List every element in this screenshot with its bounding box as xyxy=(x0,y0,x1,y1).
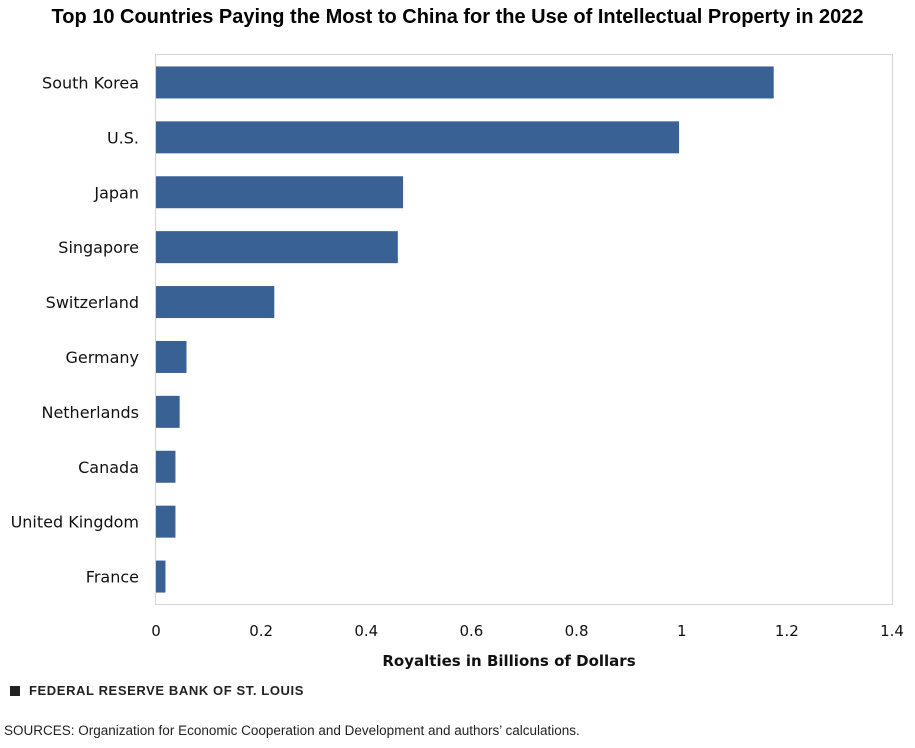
x-tick-label: 0.8 xyxy=(565,622,589,640)
category-labels: South Korea U.S. Japan Singapore Switzerland… xyxy=(11,73,139,586)
bar-canada xyxy=(156,450,176,483)
bar-united-kingdom xyxy=(156,505,176,538)
bar-south-korea xyxy=(156,66,774,99)
x-tick-label: 0 xyxy=(151,622,161,640)
x-axis-title: Royalties in Billions of Dollars xyxy=(382,652,635,670)
bar-singapore xyxy=(156,231,398,264)
category-label: Netherlands xyxy=(41,403,139,422)
bars-group xyxy=(156,66,774,593)
brand-text: FEDERAL RESERVE BANK OF ST. LOUIS xyxy=(29,683,305,698)
category-label: Germany xyxy=(65,348,139,367)
category-label: Canada xyxy=(78,458,139,477)
footer-brand: FEDERAL RESERVE BANK OF ST. LOUIS xyxy=(10,683,304,698)
x-tick-label: 1.2 xyxy=(775,622,799,640)
category-label: Singapore xyxy=(58,238,139,257)
category-label: Switzerland xyxy=(46,293,139,312)
category-label: U.S. xyxy=(107,128,139,147)
x-tick-labels: 0 0.2 0.4 0.6 0.8 1 1.2 1.4 xyxy=(151,622,904,640)
x-tick-label: 1 xyxy=(677,622,687,640)
x-tick-label: 1.4 xyxy=(880,622,904,640)
bar-germany xyxy=(156,340,187,373)
x-tick-label: 0.2 xyxy=(249,622,273,640)
bar-japan xyxy=(156,176,404,209)
bar-u-s xyxy=(156,121,680,154)
bar-switzerland xyxy=(156,286,275,319)
x-tick-label: 0.6 xyxy=(459,622,483,640)
category-label: South Korea xyxy=(42,73,139,92)
bar-netherlands xyxy=(156,395,180,428)
square-icon xyxy=(10,685,20,696)
sources-note: SOURCES: Organization for Economic Coope… xyxy=(4,723,580,738)
chart-title: Top 10 Countries Paying the Most to Chin… xyxy=(51,6,864,28)
category-label: France xyxy=(86,568,139,587)
x-tick-label: 0.4 xyxy=(354,622,378,640)
plot-frame xyxy=(155,54,893,605)
category-label: United Kingdom xyxy=(11,513,139,532)
bar-chart: South Korea U.S. Japan Singapore Switzerland… xyxy=(11,54,904,670)
category-label: Japan xyxy=(93,183,139,202)
bar-france xyxy=(156,560,166,593)
